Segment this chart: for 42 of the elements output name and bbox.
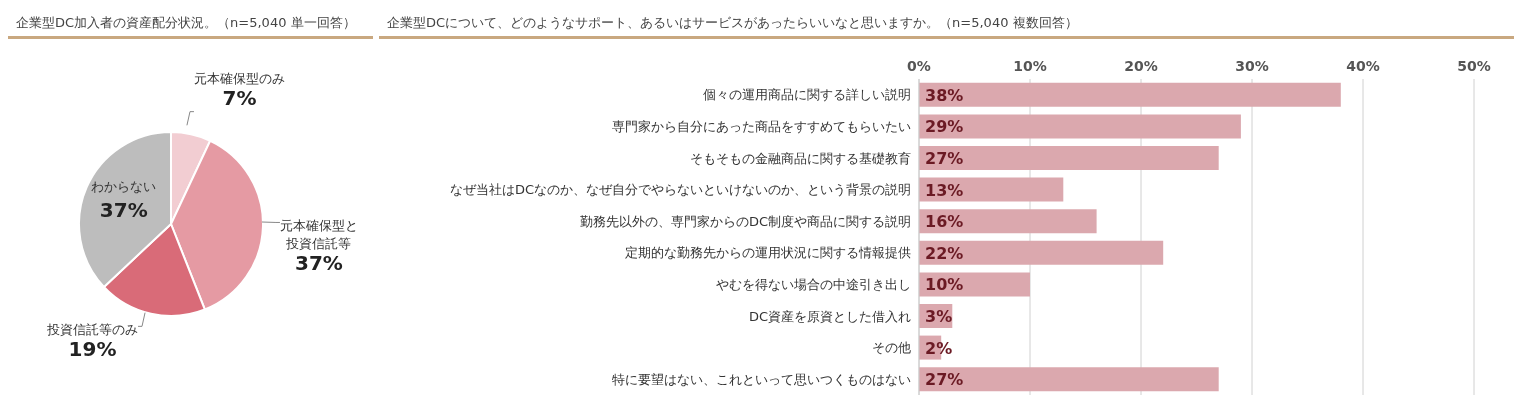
- slice-label: 投資信託等のみ: [46, 322, 138, 338]
- bar: [919, 367, 1219, 392]
- y-tick-label: 専門家から自分にあった商品をすすめてもらいたい: [612, 119, 911, 135]
- y-tick-label: その他: [872, 340, 911, 356]
- data-label: 22%: [925, 243, 964, 263]
- chart-title: 企業型DC加入者の資産配分状況。（n=5,040 単一回答）: [8, 8, 373, 39]
- y-tick-label: 定期的な勤務先からの運用状況に関する情報提供: [625, 245, 911, 261]
- data-label: 3%: [925, 306, 953, 326]
- x-tick-label: 10%: [1013, 58, 1047, 74]
- y-tick-label: 特に要望はない、これといって思いつくものはない: [612, 371, 911, 387]
- data-label: 37%: [295, 251, 343, 276]
- bar: [919, 177, 1064, 202]
- y-tick-label: やむを得ない場合の中途引き出し: [716, 277, 911, 293]
- data-label: 38%: [925, 85, 964, 105]
- bar: [919, 82, 1341, 107]
- x-tick-label: 50%: [1457, 58, 1491, 74]
- data-label: 19%: [68, 337, 117, 362]
- bar: [919, 240, 1164, 265]
- x-tick-label: 30%: [1235, 58, 1269, 74]
- slice-label: 元本確保型のみ: [194, 70, 285, 86]
- bar: [919, 114, 1241, 139]
- text: 企業型DCについて、どのようなサポート、あるいはサービスがあったらいいなと思いますか。（n=5,040 複数回答）: [379, 8, 1514, 39]
- bar: [919, 145, 1219, 170]
- data-label: 16%: [925, 212, 964, 232]
- y-tick-label: 個々の運用商品に関する詳しい説明: [703, 87, 911, 103]
- data-label: 37%: [99, 197, 148, 222]
- x-tick-label: 20%: [1124, 58, 1158, 74]
- bar: [919, 209, 1097, 234]
- y-tick-label: なぜ当社はDCなのか、なぜ自分でやらないといけないのか、という背景の説明: [449, 182, 911, 198]
- y-tick-label: そもそもの金融商品に関する基礎教育: [690, 150, 911, 166]
- x-tick-label: 0%: [907, 58, 931, 74]
- data-label: 7%: [222, 85, 257, 110]
- y-tick-label: 勤務先以外の、専門家からのDC制度や商品に関する説明: [579, 213, 911, 229]
- y-tick-label: DC資産を原資とした借入れ: [748, 308, 911, 324]
- data-label: 29%: [925, 117, 964, 137]
- slice-label: 元本確保型と投資信託等: [279, 218, 358, 252]
- data-label: 13%: [925, 180, 964, 200]
- data-label: 27%: [925, 370, 964, 390]
- slice-label: わからない: [91, 178, 157, 194]
- data-label: 27%: [925, 148, 964, 168]
- x-tick-label: 40%: [1346, 58, 1380, 74]
- data-label: 10%: [925, 275, 964, 295]
